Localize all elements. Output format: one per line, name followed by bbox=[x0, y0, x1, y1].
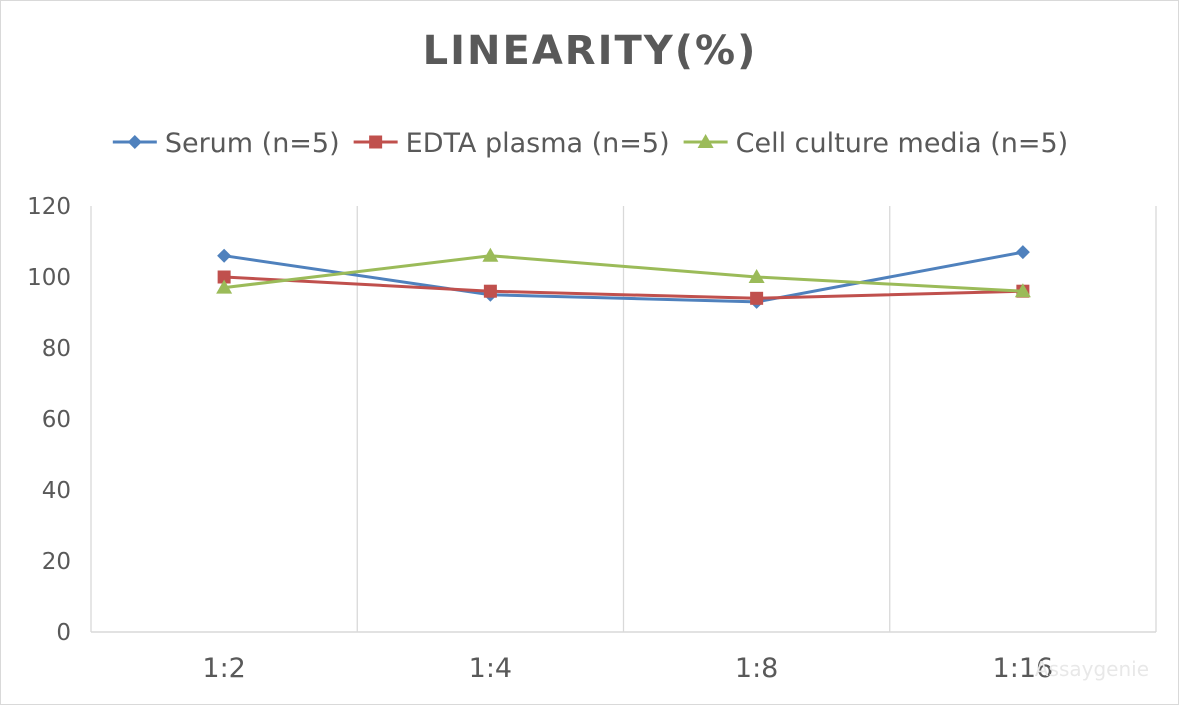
series-line bbox=[224, 275, 1023, 300]
chart-title: LINEARITY(%) bbox=[423, 28, 758, 74]
legend-swatch-marker bbox=[369, 135, 383, 149]
legend-item-2: EDTA plasma (n=5) bbox=[353, 128, 670, 159]
data-point bbox=[748, 269, 765, 283]
gridlines bbox=[90, 206, 1157, 633]
watermark: Assaygenie bbox=[1035, 657, 1149, 681]
legend-label: Cell culture media (n=5) bbox=[736, 128, 1069, 159]
x-axis: 1:2 1:4 1:8 1:16 bbox=[202, 653, 1053, 684]
series-line bbox=[223, 254, 1023, 293]
data-point bbox=[483, 284, 497, 298]
y-tick-label: 80 bbox=[42, 336, 71, 362]
y-tick-label: 40 bbox=[42, 478, 71, 504]
series-3 bbox=[216, 247, 1031, 298]
y-tick-label: 0 bbox=[56, 620, 71, 646]
y-tick-label: 20 bbox=[42, 549, 71, 575]
legend-marker bbox=[697, 134, 714, 148]
legend-swatch-marker bbox=[697, 134, 714, 148]
legend-swatch-marker bbox=[127, 135, 142, 149]
legend-marker bbox=[369, 135, 383, 149]
legend-label: EDTA plasma (n=5) bbox=[406, 128, 670, 159]
data-point bbox=[217, 270, 231, 284]
x-tick-label: 1:4 bbox=[469, 653, 512, 684]
y-tick-label: 100 bbox=[27, 265, 71, 291]
data-point bbox=[1015, 245, 1030, 260]
data-point bbox=[1014, 283, 1031, 298]
data-point bbox=[217, 248, 232, 263]
x-tick-label: 1:16 bbox=[993, 653, 1054, 684]
y-axis: 0 20 40 60 80 100 120 bbox=[27, 194, 71, 646]
legend-item-1: Serum (n=5) bbox=[112, 128, 340, 159]
data-point bbox=[750, 291, 764, 305]
data-point bbox=[216, 279, 233, 294]
data-point bbox=[482, 247, 499, 262]
legend-marker bbox=[127, 135, 142, 149]
series-line bbox=[223, 250, 1024, 304]
series-layer bbox=[216, 245, 1031, 309]
legend-label: Serum (n=5) bbox=[165, 128, 340, 159]
y-tick-label: 60 bbox=[42, 407, 71, 433]
y-tick-label: 120 bbox=[27, 194, 71, 220]
x-tick-label: 1:8 bbox=[735, 653, 778, 684]
legend-item-3: Cell culture media (n=5) bbox=[683, 128, 1069, 159]
legend: Serum (n=5) EDTA plasma (n=5) Cell culture… bbox=[112, 128, 1069, 159]
x-tick-label: 1:2 bbox=[202, 653, 245, 684]
